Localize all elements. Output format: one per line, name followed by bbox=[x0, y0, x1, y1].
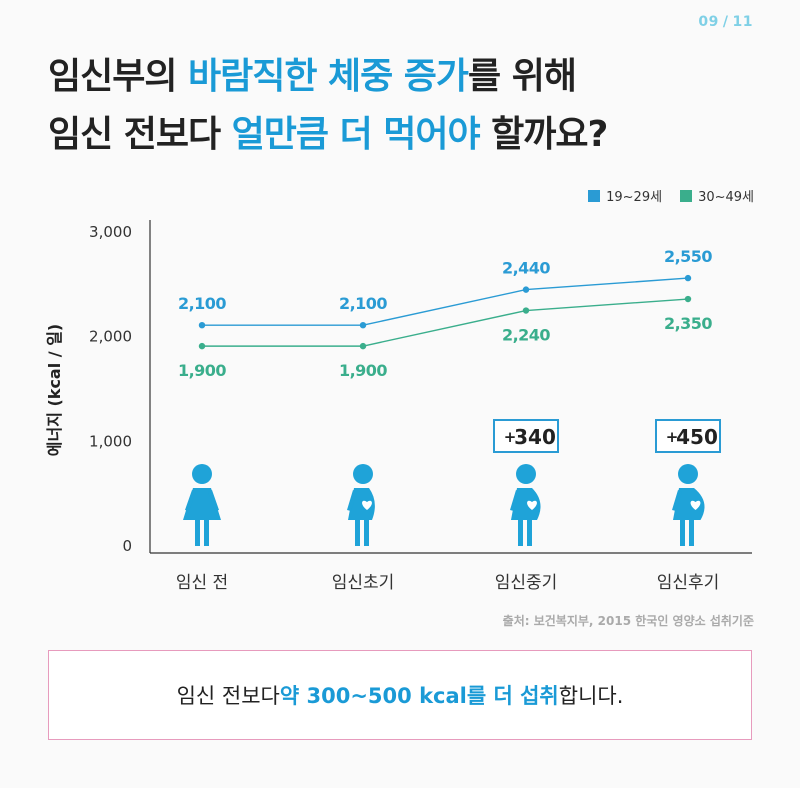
pregnant-early-icon bbox=[347, 464, 375, 546]
data-point bbox=[684, 295, 692, 303]
data-label: 2,100 bbox=[339, 294, 387, 313]
increase-plus: + bbox=[666, 428, 679, 446]
title-line-1: 임신부의 바람직한 체중 증가를 위해 bbox=[48, 48, 607, 106]
summary-box: 임신 전보다 약 300~500 kcal를 더 섭취 합니다. bbox=[48, 650, 752, 740]
page-total: 11 bbox=[732, 14, 753, 30]
summary-pre: 임신 전보다 bbox=[176, 684, 280, 708]
chart-legend: 19~29세 30~49세 bbox=[588, 186, 754, 205]
pregnant-late-icon bbox=[672, 464, 705, 546]
legend-swatch-series-2 bbox=[680, 189, 693, 202]
page-title: 임신부의 바람직한 체중 증가를 위해 임신 전보다 얼만큼 더 먹어야 할까요… bbox=[48, 48, 608, 164]
data-label: 2,350 bbox=[664, 314, 712, 333]
legend-swatch-series-1 bbox=[588, 189, 601, 202]
source-note: 출처: 보건복지부, 2015 한국인 영양소 섭취기준 bbox=[502, 614, 754, 628]
increase-box bbox=[493, 419, 559, 453]
x-tick-label: 임신초기 bbox=[332, 573, 395, 593]
data-label: 2,100 bbox=[178, 294, 226, 313]
y-tick-label: 2,000 bbox=[89, 328, 132, 346]
title-line-2-post: 할까요? bbox=[479, 114, 608, 155]
legend-item-series-2: 30~49세 bbox=[680, 186, 754, 205]
data-point bbox=[522, 286, 530, 293]
y-axis-title: 에너지 (kcal / 일) bbox=[45, 324, 64, 456]
title-line-2-pre: 임신 전보다 bbox=[48, 114, 232, 155]
series-line-2 bbox=[202, 298, 689, 347]
increase-box bbox=[655, 419, 721, 453]
title-line-1-post: 를 위해 bbox=[468, 56, 577, 97]
title-line-1-pre: 임신부의 bbox=[48, 56, 189, 97]
data-label: 2,440 bbox=[502, 259, 550, 278]
data-point bbox=[359, 342, 367, 350]
y-tick-label: 0 bbox=[122, 537, 132, 555]
legend-label-series-1: 19~29세 bbox=[606, 190, 663, 205]
increase-value: 450 bbox=[676, 425, 718, 449]
woman-icon bbox=[183, 464, 221, 546]
page-indicator: 09/11 bbox=[698, 14, 753, 30]
data-point bbox=[359, 322, 367, 329]
data-point bbox=[198, 342, 206, 350]
data-label: 2,550 bbox=[664, 247, 712, 266]
increase-plus: + bbox=[504, 428, 517, 446]
y-tick-label: 1,000 bbox=[89, 432, 132, 450]
data-point bbox=[684, 274, 692, 282]
data-point bbox=[522, 307, 530, 314]
page-separator: / bbox=[722, 14, 729, 30]
summary-post: 합니다. bbox=[558, 684, 624, 708]
pregnant-mid-icon bbox=[510, 464, 541, 546]
title-line-1-highlight: 바람직한 체중 증가 bbox=[188, 56, 469, 97]
increase-value: 340 bbox=[514, 425, 556, 449]
legend-label-series-2: 30~49세 bbox=[698, 190, 754, 205]
data-label: 2,240 bbox=[502, 326, 550, 345]
summary-highlight: 약 300~500 kcal를 더 섭취 bbox=[279, 684, 559, 708]
title-line-2-highlight: 얼만큼 더 먹어야 bbox=[231, 114, 481, 155]
page-current: 09 bbox=[698, 14, 719, 30]
title-line-2: 임신 전보다 얼만큼 더 먹어야 할까요? bbox=[48, 106, 608, 164]
data-label: 1,900 bbox=[178, 361, 226, 380]
x-tick-label: 임신후기 bbox=[657, 573, 720, 593]
x-tick-label: 임신 전 bbox=[176, 573, 228, 593]
x-tick-label: 임신중기 bbox=[495, 573, 558, 593]
series-line-1 bbox=[202, 277, 689, 326]
legend-item-series-1: 19~29세 bbox=[588, 186, 662, 205]
data-point bbox=[198, 322, 206, 329]
y-tick-label: 3,000 bbox=[89, 223, 132, 241]
data-label: 1,900 bbox=[339, 361, 387, 380]
